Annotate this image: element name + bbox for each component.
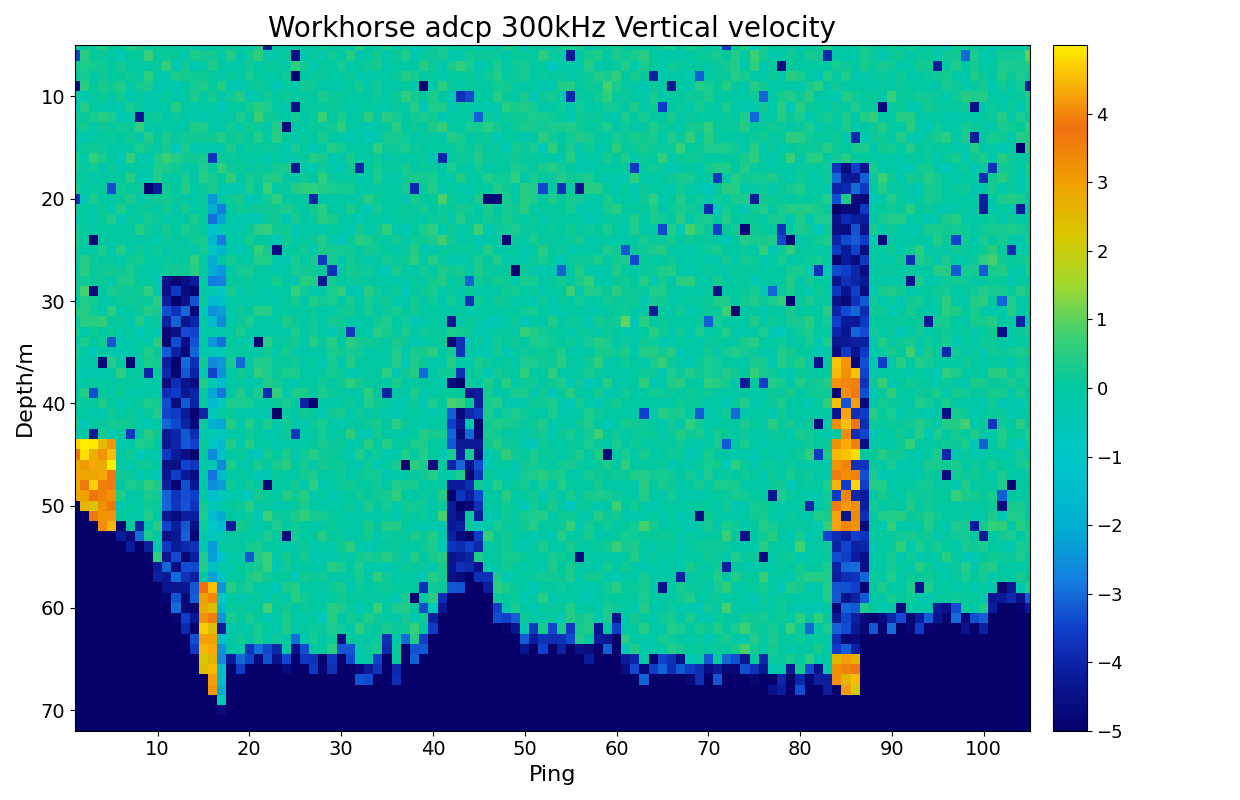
Title: Workhorse adcp 300kHz Vertical velocity: Workhorse adcp 300kHz Vertical velocity [268, 15, 836, 43]
Y-axis label: Depth/m: Depth/m [15, 339, 35, 437]
X-axis label: Ping: Ping [528, 765, 575, 785]
